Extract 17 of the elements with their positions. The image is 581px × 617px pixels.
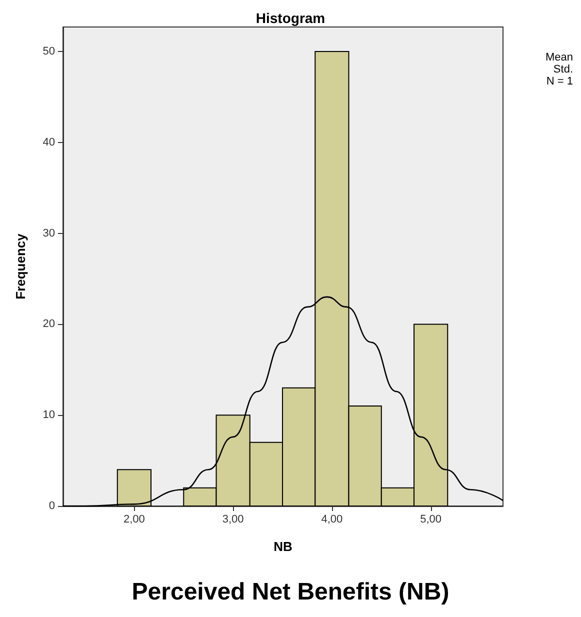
y-tick-label: 50 [42,46,55,58]
x-tick-label: 2,00 [123,514,145,526]
y-tick-label: 0 [48,500,55,512]
y-tick-label: 40 [42,136,55,148]
y-axis-title: Frequency [13,232,28,300]
x-tick-label: 4,00 [321,514,343,526]
x-axis-title: NB [274,539,292,554]
text: Std. [553,64,574,76]
y-tick-label: 20 [42,318,55,330]
y-tick-label: 10 [42,409,55,422]
text: N = 1 [546,76,574,88]
y-tick-label: 30 [42,227,55,240]
x-tick-label: 5,00 [420,514,442,526]
text: Mean [545,52,574,64]
text: Perceived Net Benefits (NB) [132,578,450,606]
chart-title: Histogram [256,10,326,26]
x-tick-label: 3,00 [222,514,244,526]
